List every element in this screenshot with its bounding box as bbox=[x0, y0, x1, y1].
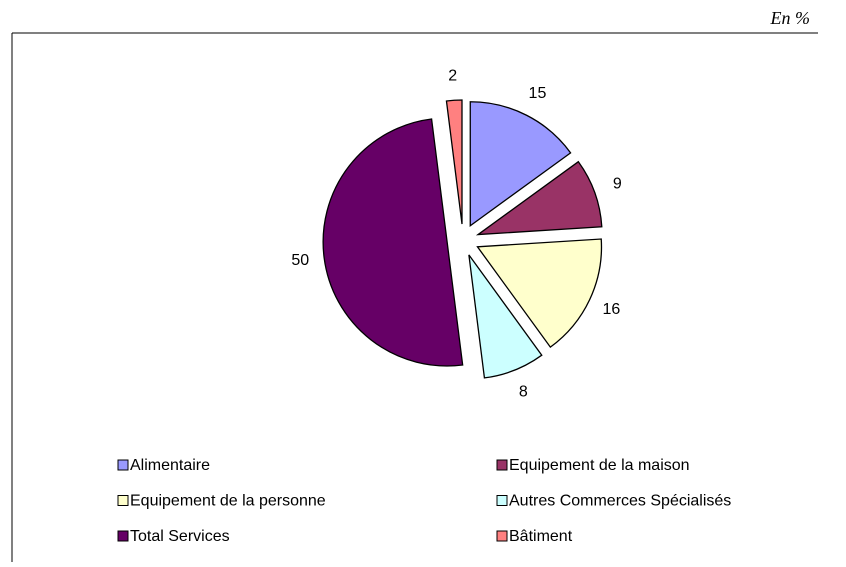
legend-swatch bbox=[117, 495, 129, 506]
legend-swatch bbox=[117, 530, 129, 542]
pie-slice bbox=[469, 101, 572, 228]
legend-label: Bâtiment bbox=[509, 528, 573, 545]
legend-label: Equipement de la personne bbox=[130, 493, 326, 510]
data-label: 2 bbox=[448, 68, 457, 85]
legend-label: Equipement de la maison bbox=[509, 457, 690, 474]
data-label: 9 bbox=[613, 176, 622, 193]
pie-slice bbox=[476, 238, 603, 349]
pie-slice bbox=[475, 160, 603, 236]
pie-slice bbox=[468, 254, 543, 379]
data-label: 50 bbox=[291, 252, 309, 269]
pie-slice bbox=[322, 118, 464, 367]
data-label: 16 bbox=[602, 301, 620, 318]
pie-slice bbox=[445, 99, 463, 225]
legend-swatch bbox=[496, 495, 508, 506]
chart-subtitle: En % bbox=[770, 8, 811, 28]
legend-label: Total Services bbox=[130, 528, 230, 545]
legend-label: Autres Commerces Spécialisés bbox=[509, 493, 731, 510]
legend-swatch bbox=[496, 459, 508, 471]
legend-swatch bbox=[117, 459, 129, 471]
data-label: 8 bbox=[519, 384, 528, 401]
legend-swatch bbox=[496, 530, 508, 542]
data-label: 15 bbox=[529, 85, 547, 102]
legend-label: Alimentaire bbox=[130, 457, 210, 474]
